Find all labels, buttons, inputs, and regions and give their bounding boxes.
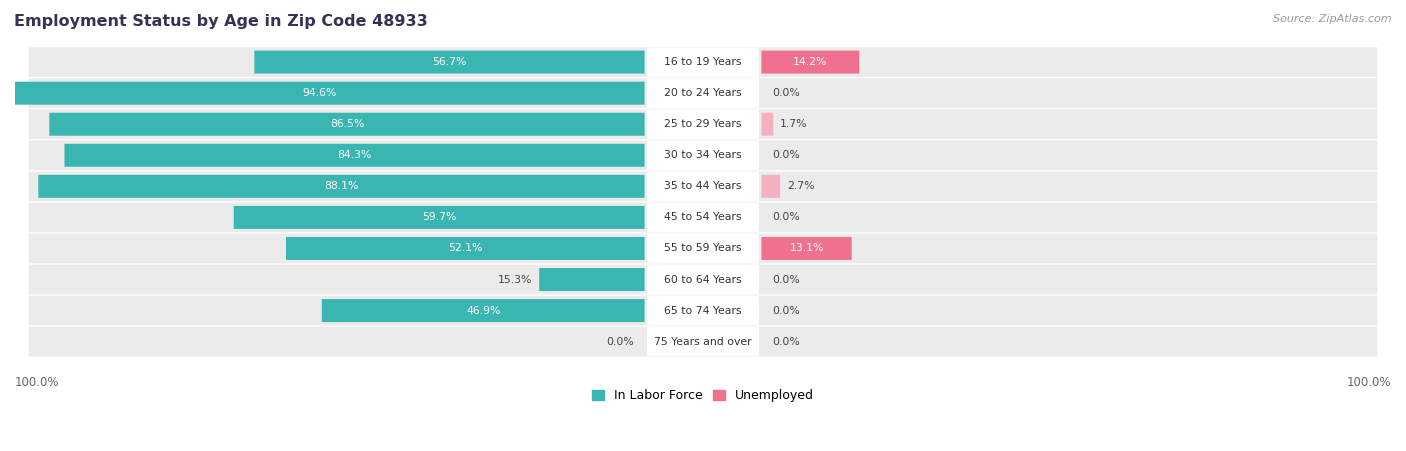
Text: 0.0%: 0.0% bbox=[772, 336, 800, 347]
Text: 30 to 34 Years: 30 to 34 Years bbox=[664, 150, 742, 160]
FancyBboxPatch shape bbox=[762, 113, 773, 136]
FancyBboxPatch shape bbox=[762, 237, 852, 260]
Text: 16 to 19 Years: 16 to 19 Years bbox=[664, 57, 742, 67]
FancyBboxPatch shape bbox=[65, 144, 644, 167]
Text: Source: ZipAtlas.com: Source: ZipAtlas.com bbox=[1274, 14, 1392, 23]
FancyBboxPatch shape bbox=[647, 141, 759, 170]
FancyBboxPatch shape bbox=[647, 234, 759, 263]
FancyBboxPatch shape bbox=[647, 47, 759, 77]
Text: 1.7%: 1.7% bbox=[780, 119, 807, 129]
FancyBboxPatch shape bbox=[28, 47, 1378, 77]
FancyBboxPatch shape bbox=[647, 203, 759, 232]
Text: 60 to 64 Years: 60 to 64 Years bbox=[664, 275, 742, 285]
Text: 88.1%: 88.1% bbox=[325, 181, 359, 191]
FancyBboxPatch shape bbox=[28, 234, 1378, 263]
Text: 15.3%: 15.3% bbox=[498, 275, 533, 285]
FancyBboxPatch shape bbox=[647, 265, 759, 294]
Text: 25 to 29 Years: 25 to 29 Years bbox=[664, 119, 742, 129]
FancyBboxPatch shape bbox=[322, 299, 644, 322]
Text: 84.3%: 84.3% bbox=[337, 150, 371, 160]
Text: 55 to 59 Years: 55 to 59 Years bbox=[664, 244, 742, 253]
Text: 59.7%: 59.7% bbox=[422, 212, 457, 222]
Text: 20 to 24 Years: 20 to 24 Years bbox=[664, 88, 742, 98]
Text: 45 to 54 Years: 45 to 54 Years bbox=[664, 212, 742, 222]
FancyBboxPatch shape bbox=[233, 206, 644, 229]
Text: 0.0%: 0.0% bbox=[772, 150, 800, 160]
FancyBboxPatch shape bbox=[285, 237, 644, 260]
FancyBboxPatch shape bbox=[28, 171, 1378, 201]
FancyBboxPatch shape bbox=[647, 296, 759, 325]
FancyBboxPatch shape bbox=[538, 268, 644, 291]
FancyBboxPatch shape bbox=[28, 78, 1378, 108]
FancyBboxPatch shape bbox=[762, 175, 780, 198]
FancyBboxPatch shape bbox=[762, 51, 859, 74]
Text: 0.0%: 0.0% bbox=[772, 306, 800, 316]
Text: 75 Years and over: 75 Years and over bbox=[654, 336, 752, 347]
Text: 65 to 74 Years: 65 to 74 Years bbox=[664, 306, 742, 316]
Text: 86.5%: 86.5% bbox=[330, 119, 364, 129]
FancyBboxPatch shape bbox=[28, 265, 1378, 295]
Text: 0.0%: 0.0% bbox=[772, 88, 800, 98]
Text: 2.7%: 2.7% bbox=[787, 181, 814, 191]
Text: 0.0%: 0.0% bbox=[606, 336, 634, 347]
Text: 94.6%: 94.6% bbox=[302, 88, 336, 98]
Text: 56.7%: 56.7% bbox=[432, 57, 467, 67]
FancyBboxPatch shape bbox=[28, 327, 1378, 357]
FancyBboxPatch shape bbox=[647, 172, 759, 201]
Text: 0.0%: 0.0% bbox=[772, 275, 800, 285]
FancyBboxPatch shape bbox=[28, 109, 1378, 139]
FancyBboxPatch shape bbox=[38, 175, 644, 198]
Text: 0.0%: 0.0% bbox=[772, 212, 800, 222]
FancyBboxPatch shape bbox=[647, 327, 759, 356]
FancyBboxPatch shape bbox=[647, 110, 759, 139]
Text: 14.2%: 14.2% bbox=[793, 57, 828, 67]
Text: 35 to 44 Years: 35 to 44 Years bbox=[664, 181, 742, 191]
FancyBboxPatch shape bbox=[28, 140, 1378, 170]
Text: Employment Status by Age in Zip Code 48933: Employment Status by Age in Zip Code 489… bbox=[14, 14, 427, 28]
FancyBboxPatch shape bbox=[28, 296, 1378, 326]
Text: 52.1%: 52.1% bbox=[449, 244, 482, 253]
Legend: In Labor Force, Unemployed: In Labor Force, Unemployed bbox=[586, 384, 820, 407]
FancyBboxPatch shape bbox=[49, 113, 644, 136]
Text: 100.0%: 100.0% bbox=[1347, 377, 1391, 390]
Text: 46.9%: 46.9% bbox=[465, 306, 501, 316]
FancyBboxPatch shape bbox=[0, 82, 644, 105]
FancyBboxPatch shape bbox=[28, 202, 1378, 232]
FancyBboxPatch shape bbox=[647, 78, 759, 108]
FancyBboxPatch shape bbox=[254, 51, 644, 74]
Text: 100.0%: 100.0% bbox=[15, 377, 59, 390]
Text: 13.1%: 13.1% bbox=[789, 244, 824, 253]
